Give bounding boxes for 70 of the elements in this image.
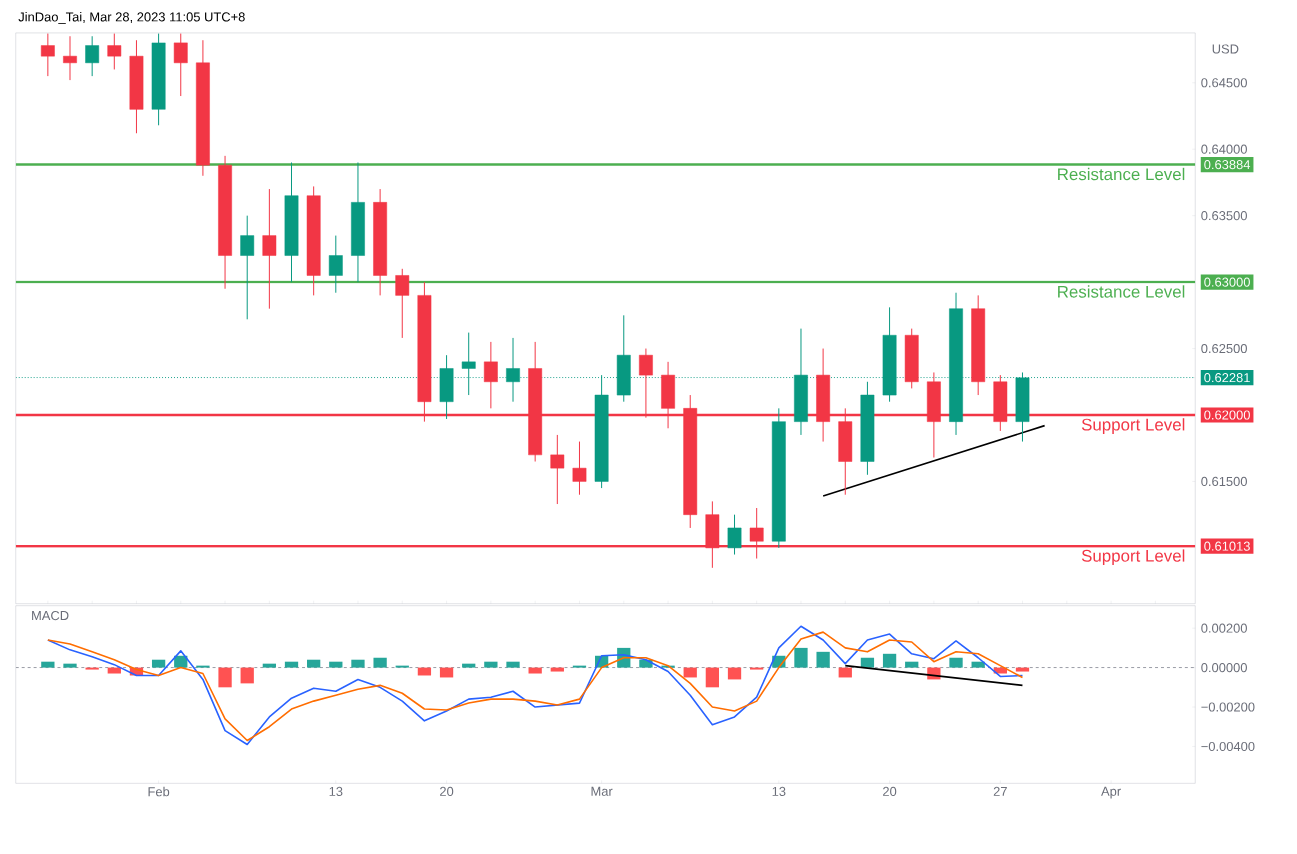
bar [329, 661, 343, 668]
y-tick-label: 0.61013 [1204, 541, 1250, 551]
candlestick [85, 35, 100, 77]
y-tick-label: 0.63884 [1204, 159, 1251, 170]
bar [971, 661, 985, 668]
bar [484, 661, 498, 668]
bar [550, 667, 564, 672]
y-tick-label: 0.64500 [1201, 78, 1247, 88]
y-tick-label: −0.00200 [1201, 702, 1255, 712]
bar [882, 653, 897, 668]
x-tick-label: Mar [591, 786, 613, 796]
y-tick-label: 0.00200 [1201, 623, 1247, 633]
x-tick-label: 13 [772, 786, 786, 796]
bar [462, 663, 476, 668]
candlestick [395, 268, 410, 339]
bar [63, 663, 77, 668]
ref-line-label: Resistance Level [1058, 285, 1185, 298]
bar [1015, 667, 1030, 672]
x-tick-label: 13 [329, 786, 343, 796]
y-tick-label: 0.62000 [1204, 410, 1250, 420]
x-tick-label: 27 [993, 786, 1007, 796]
bar [151, 659, 166, 668]
x-tick-label: 20 [440, 786, 454, 796]
bar [794, 647, 808, 668]
y-tick-label: −0.00400 [1201, 741, 1255, 751]
candlestick [173, 33, 188, 97]
bar [506, 661, 520, 668]
ref-line-label: Support Level [1081, 418, 1185, 434]
chart-title: JinDao_Tai, Mar 28, 2023 11:05 UTC+8 [18, 11, 245, 24]
bar [905, 661, 919, 668]
bar [284, 661, 299, 668]
y-tick-label: 0.63500 [1201, 210, 1247, 221]
bar [218, 667, 232, 688]
candlestick [262, 188, 277, 310]
candlestick [63, 35, 77, 81]
bar [351, 659, 365, 668]
candlestick [727, 514, 742, 555]
candlestick [483, 341, 498, 409]
bar [373, 657, 387, 668]
x-tick-label: Feb [148, 786, 170, 797]
candlestick [550, 434, 565, 505]
y-tick-label: 0.00000 [1201, 662, 1247, 673]
ref-line-label: Resistance Level [1058, 167, 1185, 181]
candlestick [328, 235, 343, 294]
x-tick-label: 20 [883, 786, 897, 796]
candlestick [461, 332, 476, 396]
bar [949, 657, 963, 668]
ref-line-label: Support Level [1081, 549, 1185, 566]
y-tick-label: 0.61500 [1201, 476, 1247, 486]
x-tick-label: Apr [1101, 786, 1121, 799]
bar [41, 661, 55, 668]
candlestick [240, 215, 255, 320]
bar [240, 667, 254, 684]
chart-title: MACD [32, 610, 69, 621]
bar [727, 667, 742, 680]
bar [816, 651, 830, 668]
y-axis-title: USD [1212, 44, 1239, 54]
candlestick [107, 33, 122, 70]
bar [262, 663, 277, 668]
y-tick-label: 0.62500 [1201, 343, 1247, 354]
y-tick-label: 0.62281 [1204, 372, 1250, 383]
y-tick-label: 0.64000 [1201, 144, 1247, 154]
bar [528, 667, 542, 674]
bar [307, 659, 321, 668]
y-tick-label: 0.63000 [1204, 277, 1250, 287]
candlestick [572, 440, 587, 496]
bar [107, 667, 121, 674]
bar [705, 667, 720, 688]
candlestick [40, 33, 55, 77]
bar [860, 657, 875, 668]
